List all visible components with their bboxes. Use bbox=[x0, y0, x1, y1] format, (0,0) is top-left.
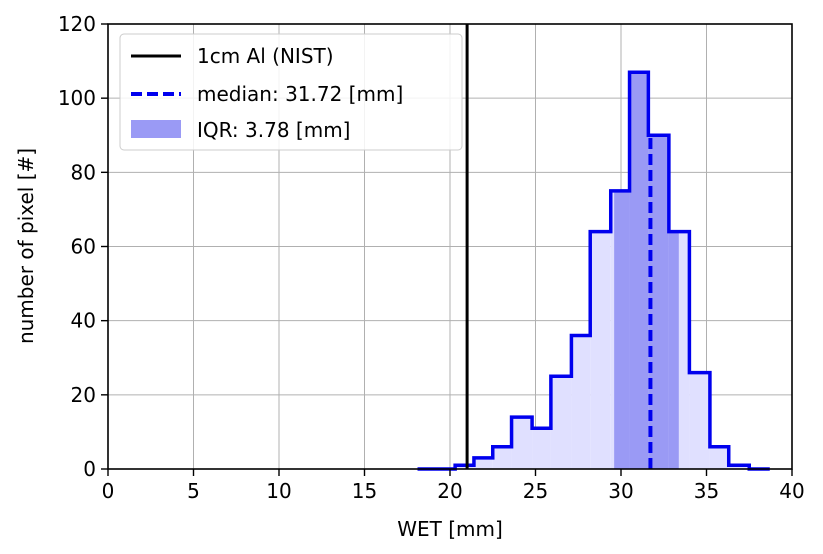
histogram-bar bbox=[571, 335, 591, 469]
legend-reference-label: 1cm Al (NIST) bbox=[197, 44, 334, 68]
iqr-band bbox=[629, 72, 649, 469]
x-tick-label: 10 bbox=[266, 479, 291, 503]
histogram-outline bbox=[417, 70, 770, 471]
chart-marks bbox=[417, 24, 770, 471]
x-axis-ticks: 0 5 10 15 20 25 30 35 40 bbox=[102, 469, 805, 503]
iqr-band bbox=[668, 231, 679, 469]
histogram-bar bbox=[492, 446, 512, 469]
histogram-bar bbox=[511, 417, 533, 469]
legend-median-label: median: 31.72 [mm] bbox=[197, 82, 403, 106]
x-axis-label: WET [mm] bbox=[397, 517, 503, 541]
x-tick-label: 5 bbox=[187, 479, 200, 503]
iqr-band bbox=[614, 190, 630, 469]
histogram-bar bbox=[709, 446, 729, 469]
y-tick-label: 60 bbox=[71, 235, 96, 259]
legend-iqr-label: IQR: 3.78 [mm] bbox=[197, 118, 350, 142]
y-tick-label: 120 bbox=[58, 12, 96, 36]
y-tick-label: 100 bbox=[58, 86, 96, 110]
histogram-bar bbox=[473, 457, 493, 469]
x-tick-label: 40 bbox=[779, 479, 804, 503]
legend-box bbox=[119, 33, 463, 151]
y-axis-label: number of pixel [#] bbox=[14, 148, 38, 344]
y-tick-label: 40 bbox=[71, 309, 96, 333]
legend-iqr-swatch bbox=[131, 120, 181, 138]
histogram-bar bbox=[532, 428, 551, 469]
x-tick-label: 35 bbox=[694, 479, 719, 503]
histogram-bar bbox=[455, 465, 474, 469]
x-tick-label: 0 bbox=[102, 479, 115, 503]
histogram-bar bbox=[590, 231, 611, 469]
x-tick-label: 25 bbox=[523, 479, 548, 503]
x-tick-label: 30 bbox=[608, 479, 633, 503]
x-tick-label: 15 bbox=[352, 479, 377, 503]
iqr-band bbox=[648, 135, 669, 469]
x-tick-label: 20 bbox=[437, 479, 462, 503]
y-axis-ticks: 0 20 40 60 80 100 120 bbox=[58, 12, 108, 481]
y-tick-label: 0 bbox=[83, 457, 96, 481]
histogram-bar bbox=[689, 372, 710, 469]
histogram-bar bbox=[550, 376, 572, 469]
legend: 1cm Al (NIST) median: 31.72 [mm] IQR: 3.… bbox=[119, 33, 463, 151]
histogram-bar bbox=[728, 465, 750, 469]
y-tick-label: 20 bbox=[71, 383, 96, 407]
y-tick-label: 80 bbox=[71, 160, 96, 184]
